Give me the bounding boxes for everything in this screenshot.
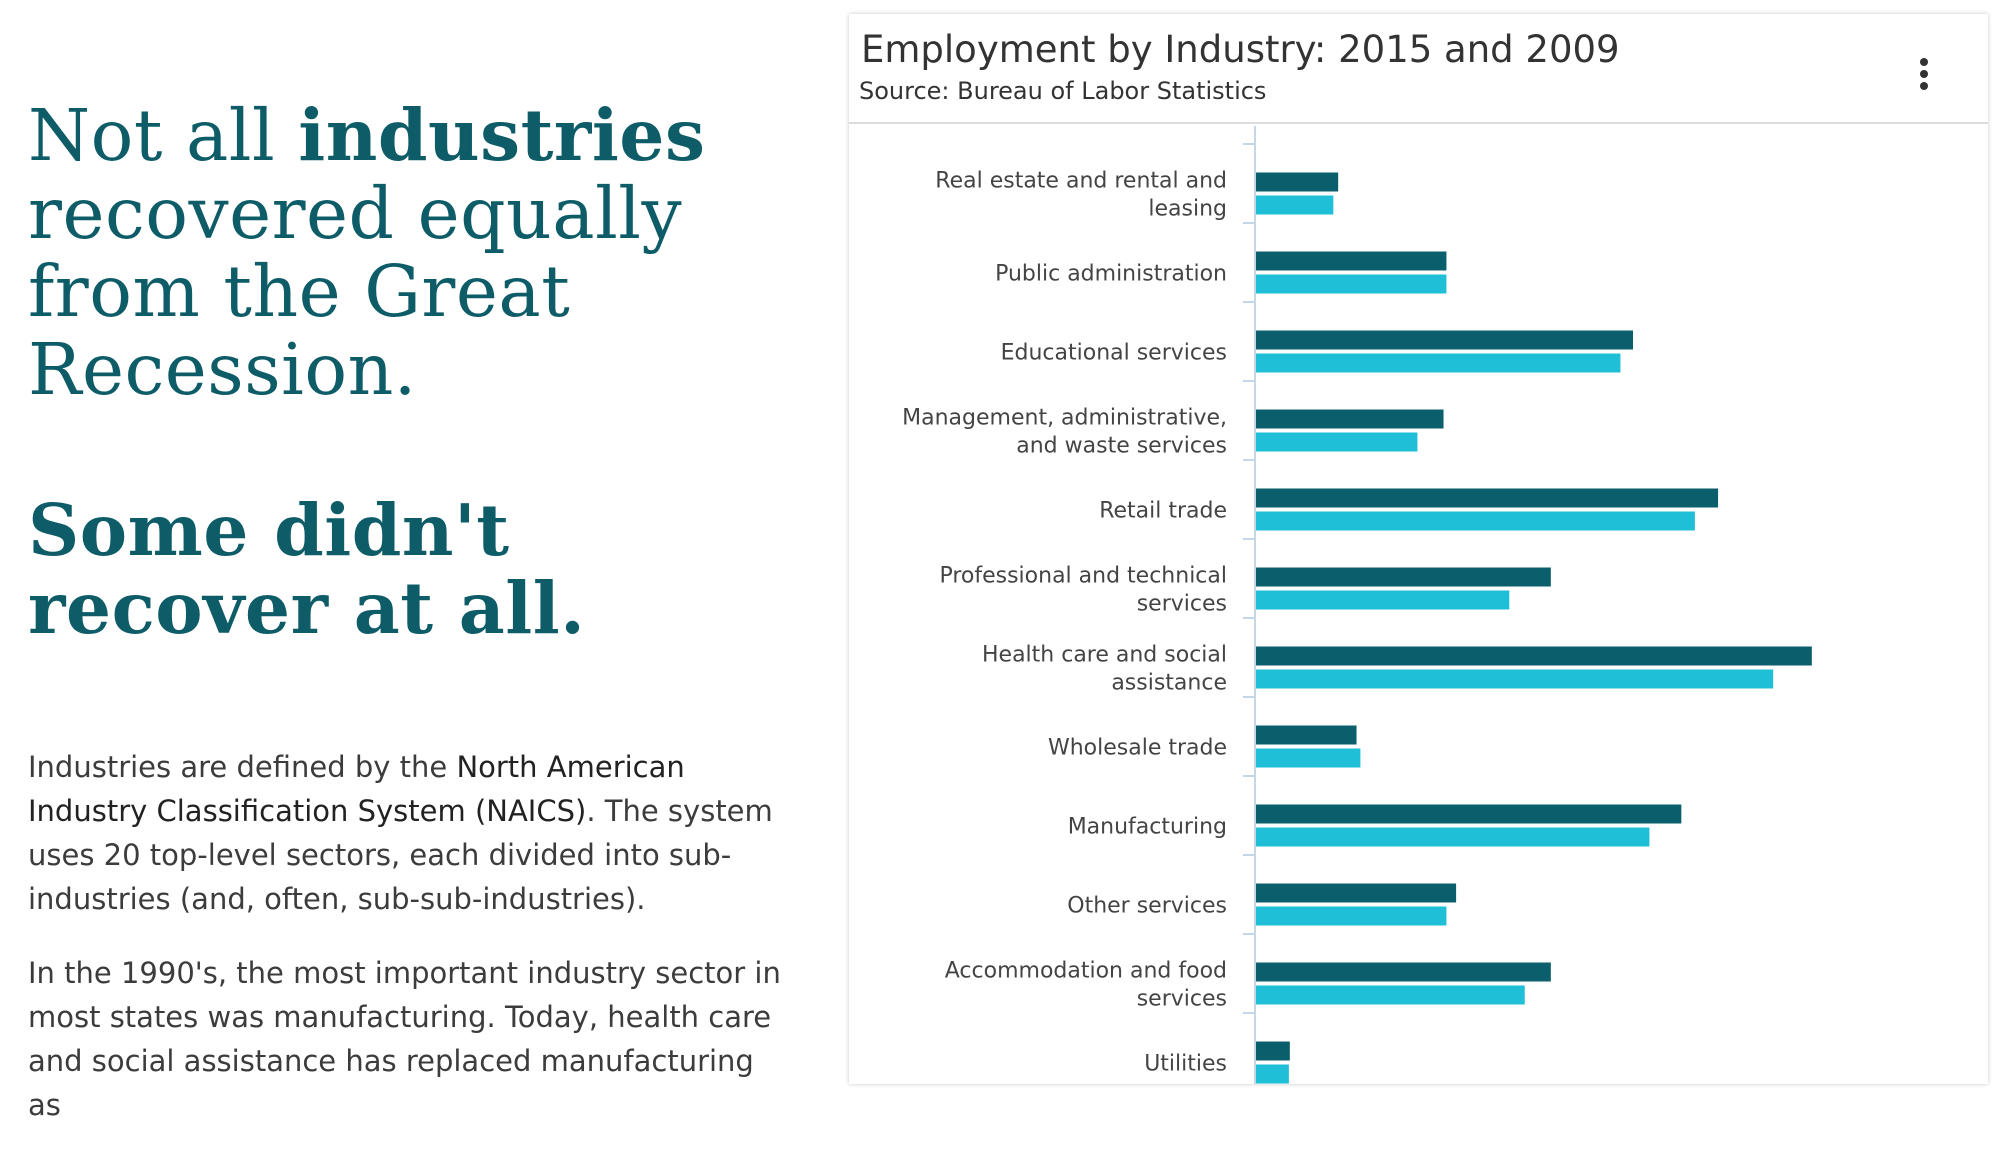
chart-subtitle: Source: Bureau of Labor Statistics [859, 77, 1267, 105]
headline-rest: recovered equally from the Great Recessi… [28, 172, 683, 411]
category-label: Manufacturing [1068, 815, 1227, 840]
bar-series-0[interactable] [1256, 883, 1457, 903]
bar-series-0[interactable] [1256, 962, 1551, 982]
category-label: Accommodation and food services [945, 959, 1227, 1012]
category-label: Retail trade [1099, 499, 1227, 524]
bar-series-1[interactable] [1256, 432, 1418, 452]
bar-series-0[interactable] [1256, 409, 1444, 429]
category-label: Other services [1067, 894, 1227, 919]
paragraph-naics: Industries are defined by the North Amer… [28, 745, 788, 921]
bar-series-0[interactable] [1256, 488, 1719, 508]
bar-series-1[interactable] [1256, 827, 1650, 847]
bar-series-0[interactable] [1256, 646, 1812, 666]
headline-emphasis: industries [298, 93, 706, 177]
paragraph-1990s: In the 1990's, the most important indust… [28, 956, 781, 1122]
bar-series-1[interactable] [1256, 985, 1525, 1005]
bar-series-1[interactable] [1256, 195, 1334, 215]
chart-card: Employment by Industry: 2015 and 2009 So… [849, 14, 1988, 1084]
bar-series-0[interactable] [1256, 1041, 1290, 1061]
bar-series-0[interactable] [1256, 251, 1447, 271]
bar-series-1[interactable] [1256, 1064, 1289, 1084]
bar-series-0[interactable] [1256, 567, 1551, 587]
more-vertical-icon[interactable] [1909, 58, 1939, 98]
bar-series-1[interactable] [1256, 353, 1621, 373]
chart-header: Employment by Industry: 2015 and 2009 So… [849, 14, 1988, 124]
bar-series-0[interactable] [1256, 725, 1357, 745]
bar-series-1[interactable] [1256, 590, 1510, 610]
headline-secondary: Some didn't recover at all. [28, 488, 586, 650]
paragraph-text: . The system uses 20 top-level sectors, … [28, 794, 773, 916]
category-label: Educational services [1001, 341, 1227, 366]
headline-part: Not all [28, 94, 276, 177]
bar-series-0[interactable] [1256, 804, 1682, 824]
bar-series-1[interactable] [1256, 669, 1774, 689]
article-body: Industries are defined by the North Amer… [28, 745, 788, 1157]
headline: Not all industries recovered equally from… [28, 96, 818, 409]
article-intro: Not all industries recovered equally from… [28, 96, 818, 647]
bar-series-1[interactable] [1256, 748, 1361, 768]
category-label: Wholesale trade [1048, 736, 1227, 761]
category-label: Utilities [1144, 1052, 1227, 1077]
category-label: Real estate and rental and leasing [935, 169, 1227, 222]
bar-series-1[interactable] [1256, 906, 1447, 926]
chart-title: Employment by Industry: 2015 and 2009 [861, 28, 1620, 71]
category-label: Professional and technical services [939, 564, 1227, 617]
category-label: Health care and social assistance [982, 643, 1227, 696]
naics-term: North American Industry Classification S… [28, 750, 685, 828]
category-label: Public administration [995, 262, 1227, 287]
category-label: Management, administrative, and waste ser… [902, 406, 1227, 459]
bar-chart: Real estate and rental and leasing Public … [902, 126, 1812, 1084]
bar-series-1[interactable] [1256, 274, 1447, 294]
paragraph-text: Industries are defined by the [28, 750, 448, 784]
bar-series-0[interactable] [1256, 330, 1633, 350]
bar-series-0[interactable] [1256, 172, 1339, 192]
bar-series-1[interactable] [1256, 511, 1695, 531]
